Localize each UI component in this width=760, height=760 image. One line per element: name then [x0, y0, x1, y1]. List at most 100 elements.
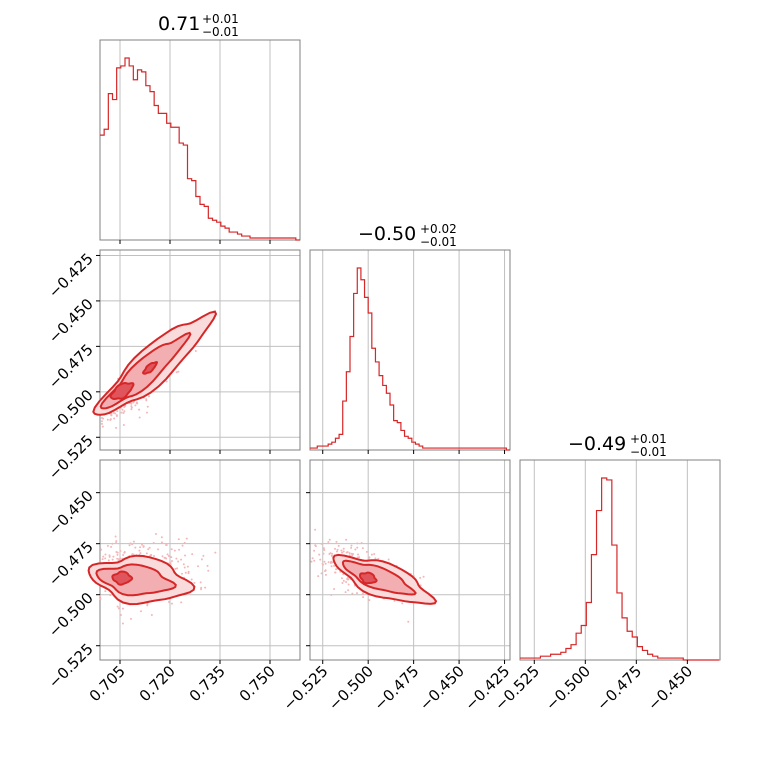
- scatter-point: [342, 547, 345, 550]
- scatter-point: [370, 553, 373, 556]
- scatter-point: [350, 546, 353, 549]
- scatter-point: [115, 426, 118, 429]
- scatter-point: [166, 553, 169, 556]
- title-param-3: −0.49 +0.01 −0.01: [568, 432, 667, 459]
- scatter-point: [167, 555, 170, 558]
- scatter-point: [330, 565, 333, 568]
- scatter-point: [177, 370, 180, 373]
- scatter-point: [157, 548, 160, 551]
- scatter-point: [202, 554, 205, 557]
- scatter-point: [330, 560, 333, 563]
- scatter-point: [187, 572, 190, 575]
- scatter-point: [142, 545, 145, 548]
- scatter-point: [356, 542, 359, 545]
- panel-scatter-p2-p3: −0.525−0.500−0.475−0.450−0.425: [280, 459, 513, 714]
- title-param-1: 0.71 +0.01 −0.01: [158, 12, 239, 39]
- scatter-point: [320, 542, 323, 545]
- scatter-point: [347, 583, 350, 586]
- scatter-point: [113, 417, 116, 420]
- scatter-point: [204, 586, 207, 589]
- scatter-point: [314, 544, 317, 547]
- scatter-point: [401, 602, 404, 605]
- scatter-point: [100, 422, 103, 425]
- panel-hist-p1: [99, 39, 301, 244]
- scatter-point: [177, 560, 180, 563]
- scatter-point: [145, 552, 148, 555]
- scatter-point: [336, 550, 339, 553]
- scatter-point: [102, 555, 105, 558]
- scatter-point: [345, 538, 348, 541]
- scatter-point: [180, 558, 183, 561]
- scatter-point: [207, 569, 210, 572]
- scatter-point: [206, 564, 209, 567]
- title-2-lower: −0.01: [420, 235, 457, 249]
- panel-scatter-p1-p3: 0.705 0.720 0.735 0.750 −0.525−0.500−0.475−0…: [45, 459, 301, 705]
- scatter-point: [116, 557, 119, 560]
- scatter-point: [333, 564, 336, 567]
- scatter-point: [123, 410, 126, 413]
- scatter-point: [344, 591, 347, 594]
- y-tick-label: −0.500: [45, 589, 97, 641]
- y-tick-label: −0.475: [45, 538, 97, 590]
- scatter-point: [112, 555, 115, 558]
- scatter-point: [165, 557, 168, 560]
- scatter-point: [104, 557, 107, 560]
- x-tick-label: −0.450: [416, 662, 468, 714]
- scatter-point: [377, 557, 380, 560]
- scatter-point: [350, 544, 353, 547]
- panel-frame: [99, 459, 301, 661]
- scatter-point: [340, 577, 343, 580]
- scatter-point: [110, 545, 113, 548]
- scatter-point: [184, 571, 187, 574]
- scatter-point: [107, 559, 110, 562]
- scatter-point: [128, 544, 131, 547]
- scatter-point: [111, 542, 114, 545]
- scatter-point: [170, 548, 173, 551]
- y-tick-label: −0.500: [45, 386, 97, 438]
- histogram-step: [310, 267, 510, 451]
- scatter-point: [342, 579, 345, 582]
- scatter-point: [139, 610, 142, 613]
- scatter-point: [200, 558, 203, 561]
- scatter-point: [321, 562, 324, 565]
- scatter-point: [104, 590, 107, 593]
- panel-frame: [309, 249, 511, 451]
- scatter-point: [323, 548, 326, 551]
- scatter-point: [368, 556, 371, 559]
- scatter-point: [313, 559, 316, 562]
- scatter-point: [356, 592, 359, 595]
- scatter-point: [362, 596, 365, 599]
- scatter-point: [101, 558, 104, 561]
- scatter-point: [334, 547, 337, 550]
- scatter-point: [130, 408, 133, 411]
- scatter-point: [330, 554, 333, 557]
- scatter-point: [393, 599, 396, 602]
- scatter-point: [182, 563, 185, 566]
- scatter-point: [335, 568, 338, 571]
- scatter-point: [110, 414, 113, 417]
- scatter-point: [214, 551, 217, 554]
- scatter-point: [115, 540, 118, 543]
- scatter-point: [352, 552, 355, 555]
- contour-inner: [111, 570, 134, 586]
- scatter-point: [348, 552, 351, 555]
- scatter-point: [119, 613, 122, 616]
- scatter-point: [330, 594, 333, 597]
- scatter-point: [115, 414, 118, 417]
- scatter-point: [130, 406, 133, 409]
- scatter-point: [196, 565, 199, 568]
- scatter-point: [134, 404, 137, 407]
- panel-hist-p3: −0.525 −0.500 −0.475 −0.450: [491, 459, 721, 714]
- scatter-point: [116, 553, 119, 556]
- scatter-point: [129, 542, 132, 545]
- scatter-point: [348, 554, 351, 557]
- scatter-point: [327, 540, 330, 543]
- panel-hist-p2: [309, 249, 511, 454]
- scatter-point: [329, 552, 332, 555]
- scatter-point: [331, 552, 334, 555]
- scatter-point: [318, 553, 321, 556]
- scatter-point: [115, 541, 118, 544]
- x-tick-label: 0.720: [136, 662, 179, 705]
- scatter-point: [147, 548, 150, 551]
